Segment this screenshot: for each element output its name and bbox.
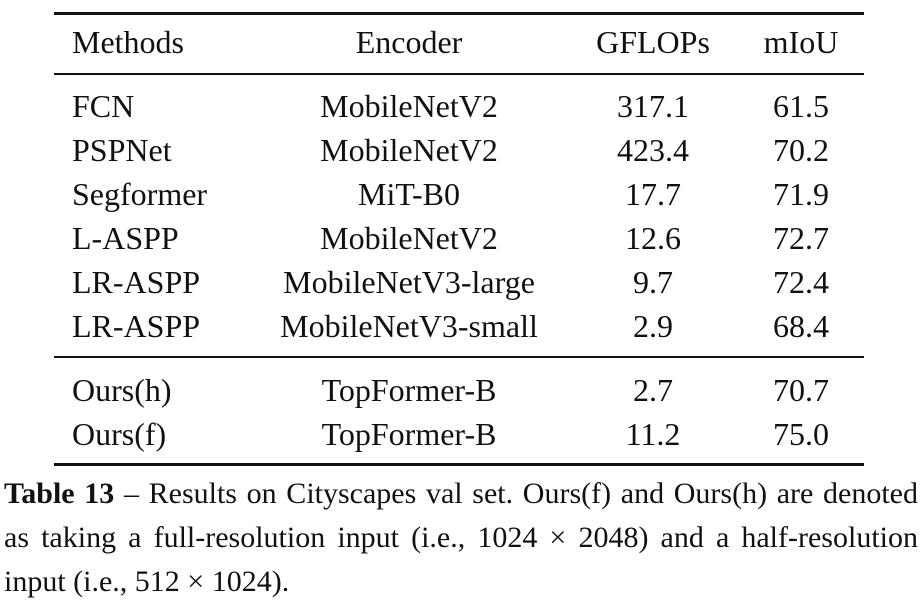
method-cell: FCN xyxy=(72,88,135,124)
encoder-cell: MobileNetV2 xyxy=(320,88,498,124)
method-cell: Segformer xyxy=(72,176,208,212)
table-header-row: Methods Encoder GFLOPs mIoU xyxy=(0,20,920,64)
gflops-cell: 2.9 xyxy=(633,308,673,344)
miou-cell: 70.7 xyxy=(773,372,829,408)
encoder-cell: MobileNetV3-small xyxy=(280,308,538,344)
method-cell: LR-ASPP xyxy=(72,264,201,300)
caption-text: – Results on Cityscapes val set. Ours(f)… xyxy=(4,477,918,598)
table-row: LR-ASPP MobileNetV3-large 9.7 72.4 xyxy=(0,260,920,304)
miou-cell: 61.5 xyxy=(773,88,829,124)
gflops-cell: 2.7 xyxy=(633,372,673,408)
table-group-rule xyxy=(54,356,864,358)
header-methods: Methods xyxy=(72,24,184,60)
method-cell: L-ASPP xyxy=(72,220,179,256)
table-row: Ours(h) TopFormer-B 2.7 70.7 xyxy=(0,368,920,412)
miou-cell: 72.4 xyxy=(773,264,829,300)
table-row: FCN MobileNetV2 317.1 61.5 xyxy=(0,84,920,128)
encoder-cell: MobileNetV3-large xyxy=(283,264,535,300)
gflops-cell: 12.6 xyxy=(625,220,681,256)
gflops-cell: 317.1 xyxy=(617,88,689,124)
method-cell: PSPNet xyxy=(72,132,172,168)
encoder-cell: MiT-B0 xyxy=(358,176,460,212)
table-row: LR-ASPP MobileNetV3-small 2.9 68.4 xyxy=(0,304,920,348)
method-cell: LR-ASPP xyxy=(72,308,201,344)
miou-cell: 75.0 xyxy=(773,416,829,452)
header-gflops: GFLOPs xyxy=(596,24,710,60)
table-row: PSPNet MobileNetV2 423.4 70.2 xyxy=(0,128,920,172)
method-cell: Ours(f) xyxy=(72,416,167,452)
encoder-cell: MobileNetV2 xyxy=(320,132,498,168)
table-top-rule xyxy=(54,12,864,15)
gflops-cell: 423.4 xyxy=(617,132,689,168)
table-row: Segformer MiT-B0 17.7 71.9 xyxy=(0,172,920,216)
encoder-cell: TopFormer-B xyxy=(321,372,497,408)
table-row: Ours(f) TopFormer-B 11.2 75.0 xyxy=(0,412,920,456)
miou-cell: 70.2 xyxy=(773,132,829,168)
method-cell: Ours(h) xyxy=(72,372,172,408)
caption-label: Table 13 xyxy=(4,477,115,510)
gflops-cell: 9.7 xyxy=(633,264,673,300)
table-bottom-rule xyxy=(54,463,864,466)
miou-cell: 68.4 xyxy=(773,308,829,344)
encoder-cell: MobileNetV2 xyxy=(320,220,498,256)
encoder-cell: TopFormer-B xyxy=(321,416,497,452)
gflops-cell: 11.2 xyxy=(625,416,681,452)
header-miou: mIoU xyxy=(763,24,839,60)
table-header-rule xyxy=(54,73,864,75)
table-row: L-ASPP MobileNetV2 12.6 72.7 xyxy=(0,216,920,260)
gflops-cell: 17.7 xyxy=(625,176,681,212)
table-caption: Table 13 – Results on Cityscapes val set… xyxy=(4,472,918,604)
miou-cell: 72.7 xyxy=(773,220,829,256)
header-encoder: Encoder xyxy=(355,24,463,60)
miou-cell: 71.9 xyxy=(773,176,829,212)
